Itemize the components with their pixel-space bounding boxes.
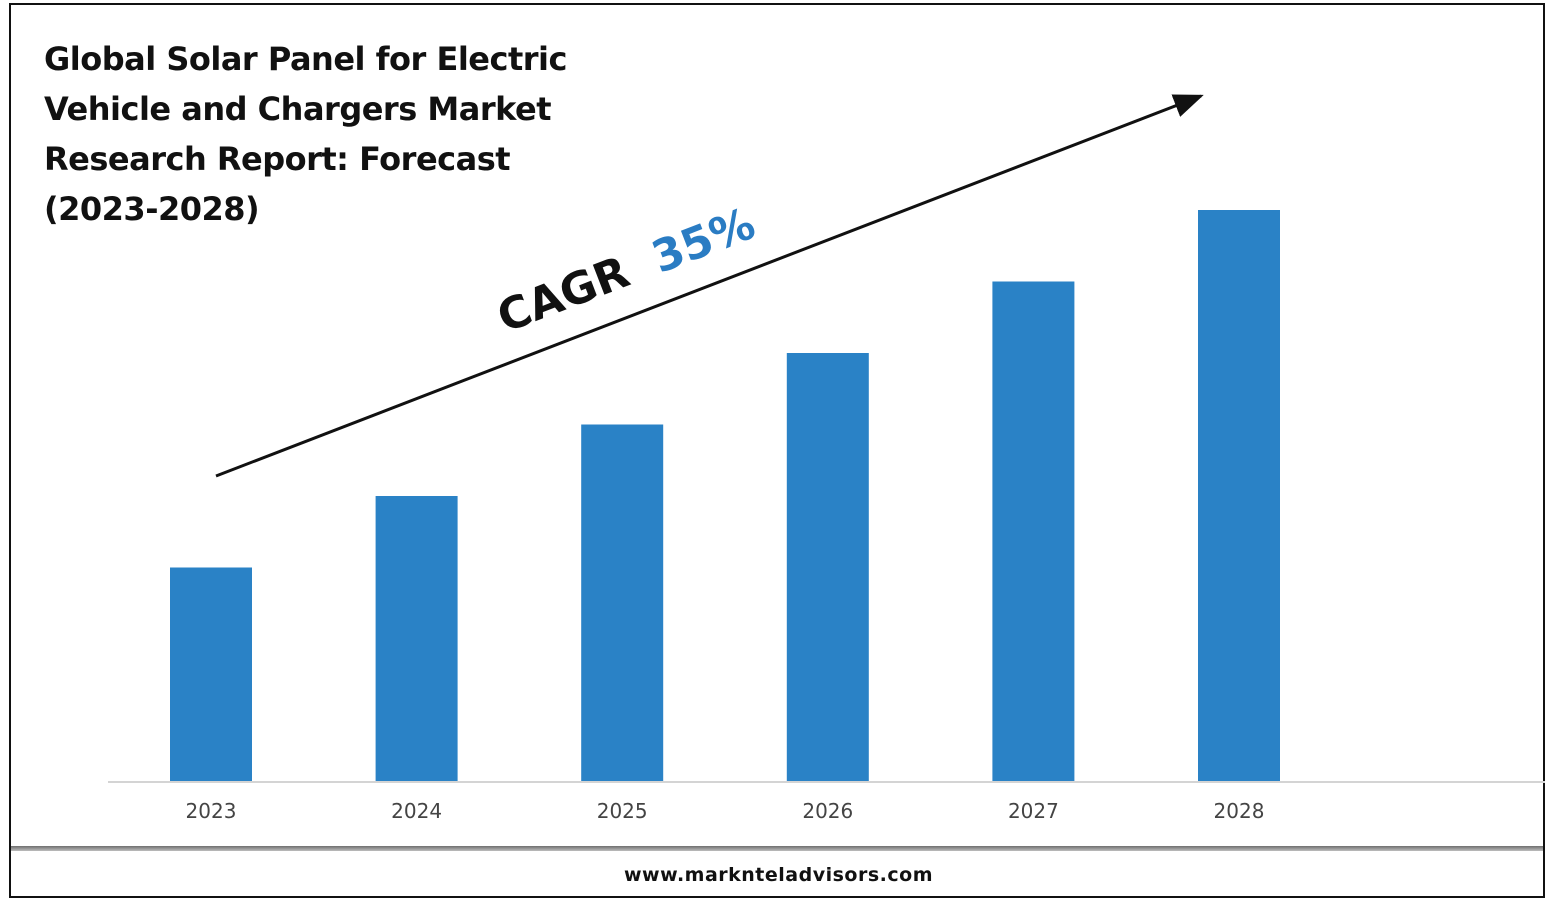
x-tick-2026: 2026 [802,799,853,823]
x-tick-2023: 2023 [186,799,237,823]
bar-2027 [992,281,1075,782]
x-tick-2028: 2028 [1214,799,1265,823]
bar-2026 [786,353,869,782]
x-tick-2027: 2027 [1008,799,1059,823]
cagr-annotation: CAGR 35% [491,198,762,343]
bar-2024 [375,496,458,782]
bar-2023 [170,567,252,782]
chart-title: Global Solar Panel for Electric Vehicle … [44,40,567,228]
cagr-label: CAGR [491,247,637,344]
footer-url[interactable]: www.marknteladvisors.com [624,864,933,886]
bars-group [170,210,1280,782]
bar-2025 [581,424,664,782]
growth-arrow [215,94,1204,478]
chart-frame [9,3,1545,898]
x-tick-labels: 2023 2024 2025 2026 2027 2028 [186,799,1265,823]
x-tick-2025: 2025 [597,799,648,823]
x-tick-2024: 2024 [391,799,442,823]
bar-2028 [1198,210,1280,782]
footer-divider [11,846,1543,851]
